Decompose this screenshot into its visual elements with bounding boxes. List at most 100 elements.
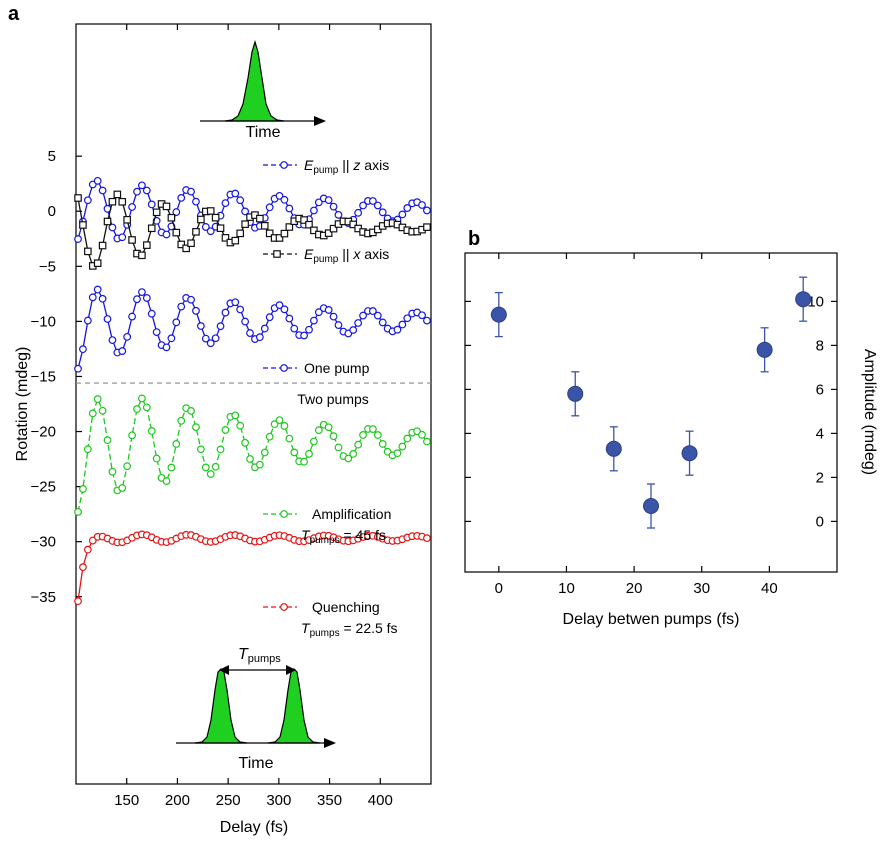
series-marker-circle	[88, 409, 97, 418]
series-marker-circle	[83, 196, 92, 205]
series-marker-circle	[201, 223, 210, 231]
series-marker-circle	[98, 294, 107, 303]
series-marker-circle	[172, 440, 181, 448]
series-marker-square	[216, 224, 225, 233]
series-marker-circle	[334, 210, 343, 219]
series-marker-square	[74, 194, 82, 202]
series-marker-circle	[403, 314, 412, 323]
series-marker-square	[182, 244, 190, 253]
panel-a-xtick-label: 400	[368, 792, 393, 809]
series-marker-circle	[74, 364, 82, 373]
series-marker-circle	[231, 189, 240, 198]
pulse-two-shape	[267, 668, 321, 744]
series-marker-circle	[172, 318, 181, 327]
data-point	[567, 385, 584, 402]
series-marker-circle	[192, 423, 200, 432]
series-marker-circle	[177, 416, 186, 425]
series-marker-circle	[255, 333, 264, 342]
series-marker-square	[192, 228, 200, 236]
series-marker-circle	[255, 460, 264, 469]
series-marker-circle	[201, 334, 210, 343]
series-line-2	[77, 288, 428, 369]
series-marker-circle	[221, 426, 230, 434]
series-marker-circle	[192, 197, 200, 206]
series-marker-square	[172, 228, 181, 237]
two-pumps-label: Two pumps	[297, 391, 369, 407]
panel-a-ytick-label: −25	[31, 479, 56, 496]
series-marker-circle	[133, 295, 141, 304]
series-marker-circle	[275, 191, 284, 200]
series-marker-circle	[221, 199, 230, 208]
panel-b-xtick-label: 20	[626, 580, 643, 597]
panel-a-ytick-label: −15	[31, 368, 56, 385]
legend-label-2: One pump	[304, 360, 370, 376]
legend-label-3: Amplification	[312, 506, 391, 522]
series-marker-circle	[393, 325, 402, 334]
series-marker-circle	[74, 508, 82, 516]
series-marker-square	[211, 213, 220, 222]
series-marker-square	[167, 213, 176, 222]
series-marker-circle	[211, 334, 220, 343]
series-marker-circle	[354, 440, 363, 449]
series-marker-square	[143, 241, 151, 249]
series-marker-circle	[201, 463, 210, 472]
series-marker-square	[84, 247, 92, 256]
panel-a-ytick-label: −5	[39, 258, 56, 275]
series-marker-circle	[265, 313, 274, 322]
series-marker-circle	[378, 440, 387, 448]
panel-a-xtick-label: 300	[266, 792, 291, 809]
series-marker-square	[113, 190, 122, 199]
legend-label-4: Quenching	[312, 599, 380, 615]
series-marker-circle	[206, 470, 215, 478]
series-marker-square	[138, 251, 146, 260]
series-marker-circle	[83, 445, 92, 454]
series-marker-circle	[138, 288, 146, 297]
panel-b-ytick-label: 10	[807, 293, 824, 310]
series-marker-circle	[373, 431, 382, 439]
panel-a-ytick-label: −10	[31, 313, 56, 330]
series-marker-circle	[290, 324, 299, 333]
series-marker-circle	[216, 322, 225, 331]
series-marker-circle	[378, 208, 387, 217]
series-marker-circle	[310, 316, 318, 325]
panel-b-xtick-label: 10	[558, 580, 575, 597]
series-marker-square	[329, 224, 338, 233]
series-marker-circle	[167, 334, 176, 343]
series-marker-circle	[280, 422, 289, 430]
series-marker-square	[147, 224, 156, 233]
series-marker-circle	[403, 204, 412, 212]
series-marker-circle	[246, 329, 254, 337]
panel-b-points	[490, 276, 812, 529]
series-marker-circle	[231, 298, 240, 307]
data-point	[490, 306, 507, 323]
series-marker-square	[108, 197, 117, 206]
panel-b-xtick-label: 30	[693, 580, 710, 597]
series-marker-circle	[172, 208, 181, 216]
panel-b-ytick-label: 0	[816, 513, 824, 530]
series-marker-circle	[142, 403, 151, 412]
series-marker-circle	[285, 434, 294, 443]
panel-a-ytick-label: −30	[31, 534, 56, 551]
series-marker-circle	[305, 449, 313, 458]
panel-a-xtick-label: 150	[114, 792, 139, 809]
series-marker-circle	[187, 406, 195, 415]
panel-a-ticks: 150 200 250 300 350 400 5 0 −5 −10 −15 −20 −25 −30 −35	[31, 24, 393, 809]
series-marker-circle	[118, 233, 127, 242]
series-marker-circle	[206, 227, 215, 236]
series-marker-square	[305, 220, 313, 229]
series-marker-circle	[241, 317, 250, 326]
panel-b-chart: 0 10 20 30 40 0 2 4 6 8 10 Delay betwen pumps (fs)…	[464, 252, 878, 628]
legend-marker	[280, 603, 288, 611]
series-marker-square	[98, 241, 107, 250]
series-marker-circle	[260, 448, 269, 457]
panel-b-xlabel: Delay betwen pumps (fs)	[563, 611, 740, 628]
series-marker-square	[241, 220, 249, 228]
series-marker-square	[285, 223, 294, 231]
series-marker-circle	[123, 462, 132, 471]
time-arrow-bottom	[324, 738, 336, 748]
series-marker-circle	[128, 203, 136, 211]
series-marker-circle	[147, 200, 156, 209]
series-marker-circle	[231, 411, 240, 420]
series-marker-circle	[123, 332, 132, 341]
